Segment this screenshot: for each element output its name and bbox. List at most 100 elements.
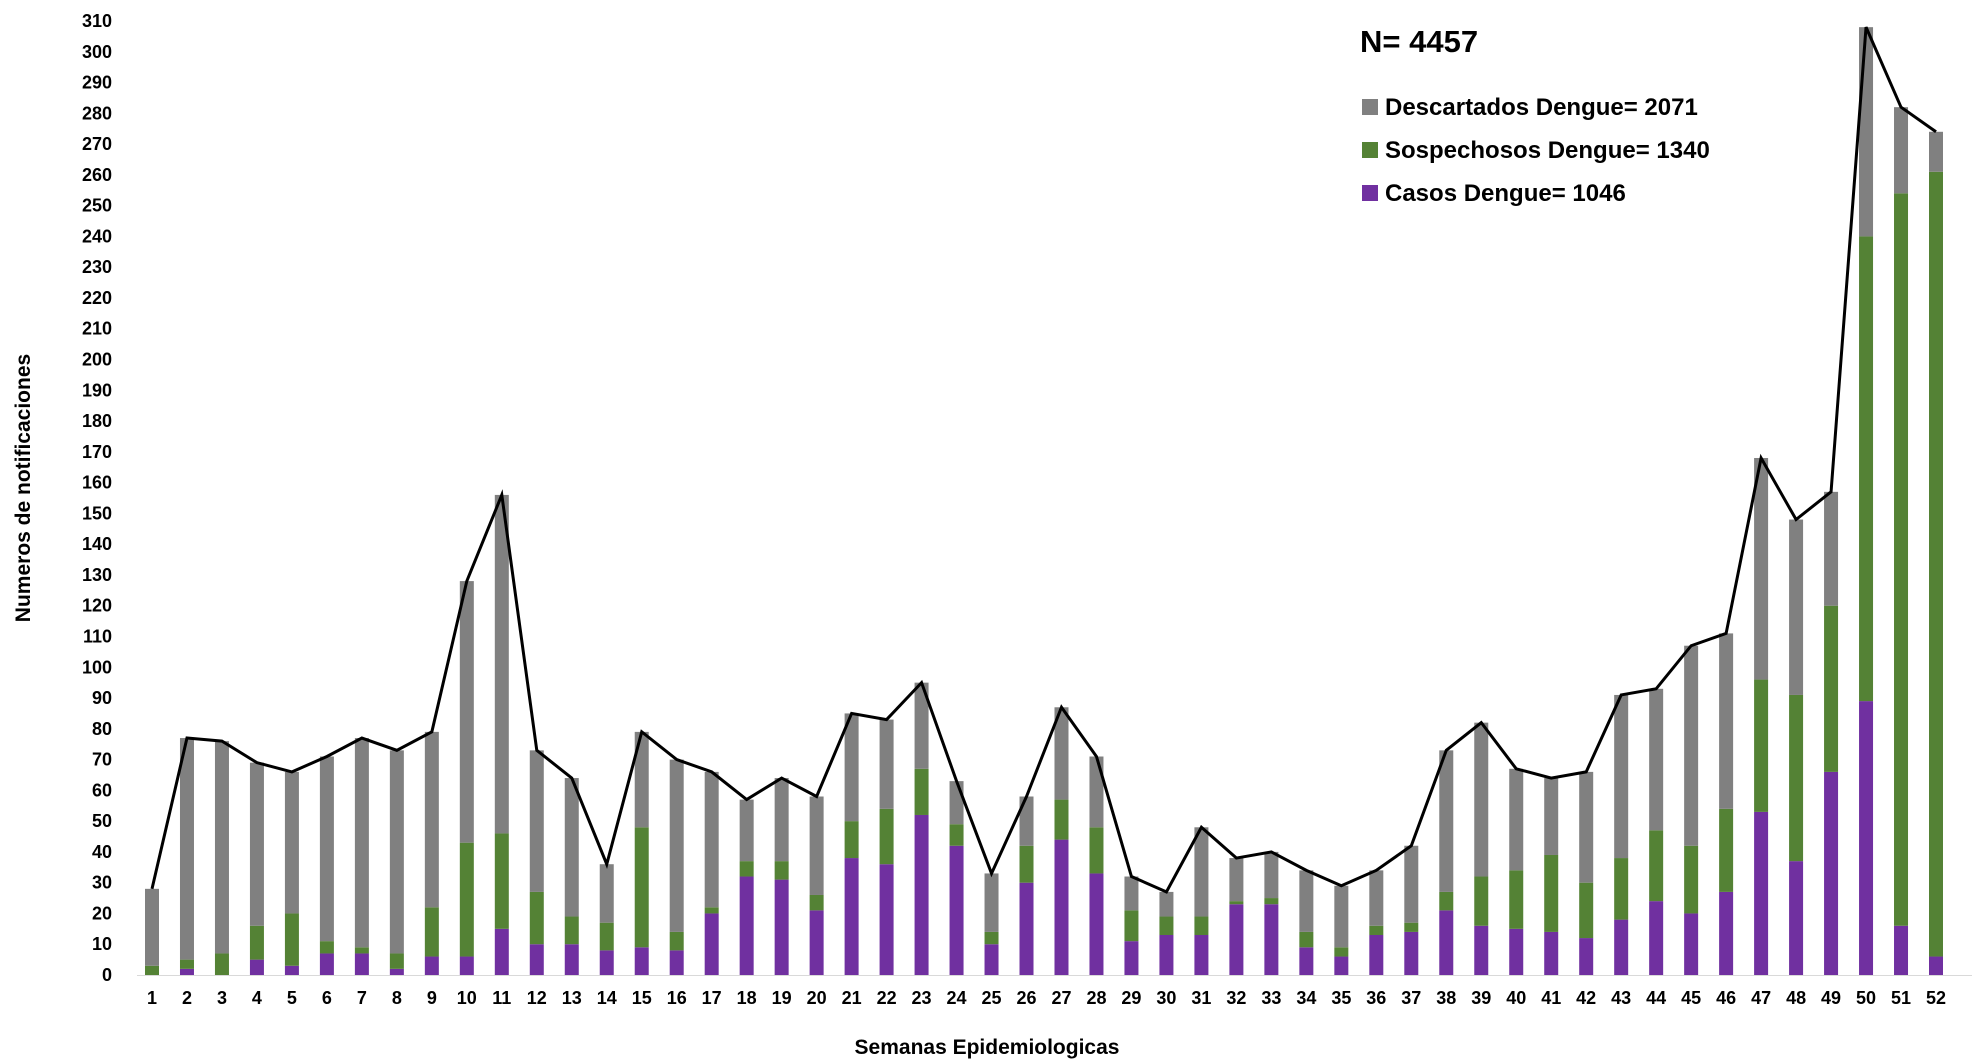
- x-tick-label: 14: [597, 988, 617, 1008]
- bar-segment-casos: [424, 956, 439, 975]
- bar-segment-sospechosos: [1509, 870, 1524, 929]
- x-tick-label: 30: [1156, 988, 1176, 1008]
- bar-segment-sospechosos: [1684, 845, 1699, 914]
- bar-segment-descartados: [1019, 796, 1034, 846]
- bar-segment-casos: [844, 858, 859, 975]
- y-tick-label: 230: [82, 257, 112, 277]
- bar-segment-casos: [529, 944, 544, 975]
- bar-segment-descartados: [774, 778, 789, 862]
- bar-segment-sospechosos: [1159, 916, 1174, 935]
- y-tick-label: 140: [82, 534, 112, 554]
- bar-segment-descartados: [424, 731, 439, 908]
- bar-segment-descartados: [284, 771, 299, 914]
- bar-segment-descartados: [1089, 756, 1104, 828]
- bar-segment-casos: [809, 910, 824, 975]
- bar-segment-descartados: [1684, 645, 1699, 846]
- bar-segment-casos: [1649, 901, 1664, 975]
- x-tick-label: 45: [1681, 988, 1701, 1008]
- bar-segment-casos: [1719, 891, 1734, 975]
- y-axis-ticks: 0 10 20 30 40 50 60 70 80 90 100 110 120 130 140 150 160…: [82, 11, 112, 985]
- bar-segment-sospechosos: [1439, 891, 1454, 911]
- bar-segment-descartados: [599, 864, 614, 923]
- y-tick-label: 290: [82, 73, 112, 93]
- y-tick-label: 100: [82, 657, 112, 677]
- legend-label: Sospechosos Dengue= 1340: [1385, 137, 1710, 164]
- bar-segment-descartados: [1824, 491, 1839, 606]
- bar-segment-casos: [949, 845, 964, 975]
- y-tick-label: 260: [82, 165, 112, 185]
- bar-segment-sospechosos: [1334, 947, 1349, 957]
- y-axis-label: Numeros de notificaciones: [12, 354, 35, 622]
- bar-segment-casos: [564, 944, 579, 975]
- bar-segment-descartados: [1369, 870, 1384, 926]
- bar-segment-sospechosos: [599, 922, 614, 951]
- bar-segment-sospechosos: [949, 824, 964, 846]
- y-tick-label: 310: [82, 11, 112, 31]
- bar-segment-sospechosos: [564, 916, 579, 945]
- y-tick-label: 50: [92, 811, 112, 831]
- bar-segment-casos: [739, 876, 754, 975]
- bar-segment-casos: [1509, 928, 1524, 975]
- bar-segment-descartados: [809, 796, 824, 895]
- bar-segment-casos: [1684, 913, 1699, 975]
- bar-segment-casos: [389, 968, 404, 975]
- bar-segment-descartados: [354, 738, 369, 948]
- bar-segment-sospechosos: [284, 913, 299, 966]
- y-tick-label: 70: [92, 750, 112, 770]
- bar-segment-descartados: [494, 494, 509, 834]
- x-tick-label: 16: [667, 988, 687, 1008]
- x-tick-label: 34: [1296, 988, 1316, 1008]
- bar-segment-descartados: [634, 731, 649, 828]
- bar-segment-casos: [1089, 873, 1104, 975]
- bar-segment-casos: [1929, 956, 1943, 975]
- bar-segment-descartados: [1894, 107, 1909, 194]
- x-tick-label: 38: [1436, 988, 1456, 1008]
- bar-segment-sospechosos: [1929, 171, 1943, 957]
- x-tick-label: 4: [252, 988, 262, 1008]
- legend-swatch: [1362, 99, 1378, 115]
- x-tick-label: 28: [1086, 988, 1106, 1008]
- y-tick-label: 210: [82, 319, 112, 339]
- y-tick-label: 240: [82, 226, 112, 246]
- y-tick-label: 270: [82, 134, 112, 154]
- bar-segment-sospechosos: [145, 965, 159, 975]
- bar-segment-sospechosos: [459, 842, 474, 957]
- bar-segment-casos: [669, 950, 684, 975]
- bar-segment-casos: [1894, 925, 1909, 975]
- bar-segment-casos: [914, 814, 929, 975]
- bar-segment-sospechosos: [844, 821, 859, 859]
- bar-segment-sospechosos: [704, 907, 719, 914]
- bar-segment-sospechosos: [179, 959, 194, 969]
- y-tick-label: 300: [82, 42, 112, 62]
- x-tick-label: 26: [1016, 988, 1036, 1008]
- bar-segment-casos: [1579, 938, 1594, 975]
- x-tick-label: 25: [982, 988, 1002, 1008]
- bar-segment-sospechosos: [1054, 799, 1069, 840]
- x-tick-label: 13: [562, 988, 582, 1008]
- bar-segment-sospechosos: [214, 953, 229, 975]
- y-tick-label: 130: [82, 565, 112, 585]
- bar-segment-casos: [1019, 882, 1034, 975]
- bar-segment-casos: [494, 928, 509, 975]
- bar-segment-descartados: [1229, 858, 1244, 902]
- bar-segment-descartados: [1544, 778, 1559, 855]
- bar-segment-casos: [179, 968, 194, 975]
- x-tick-label: 41: [1541, 988, 1561, 1008]
- bar-segment-casos: [1369, 934, 1384, 975]
- bars-layer: [145, 27, 1943, 975]
- bar-segment-sospechosos: [1754, 679, 1769, 812]
- x-tick-label: 8: [392, 988, 402, 1008]
- bar-segment-descartados: [1194, 827, 1209, 917]
- bar-segment-sospechosos: [1089, 827, 1104, 874]
- y-tick-label: 60: [92, 780, 112, 800]
- bar-segment-descartados: [1474, 722, 1489, 877]
- bar-segment-casos: [1439, 910, 1454, 975]
- bar-segment-sospechosos: [1614, 858, 1629, 920]
- y-tick-label: 190: [82, 380, 112, 400]
- y-tick-label: 0: [102, 965, 112, 985]
- x-axis-ticks: 1 2 3 4 5 6 7 8 9 10 11 12 13 14 15 16 17 18 19 20 21 22 23 24 2…: [147, 988, 1946, 1008]
- bar-segment-casos: [459, 956, 474, 975]
- bar-segment-sospechosos: [1649, 830, 1664, 902]
- total-line-layer: [150, 26, 1937, 894]
- bar-segment-descartados: [1649, 688, 1664, 831]
